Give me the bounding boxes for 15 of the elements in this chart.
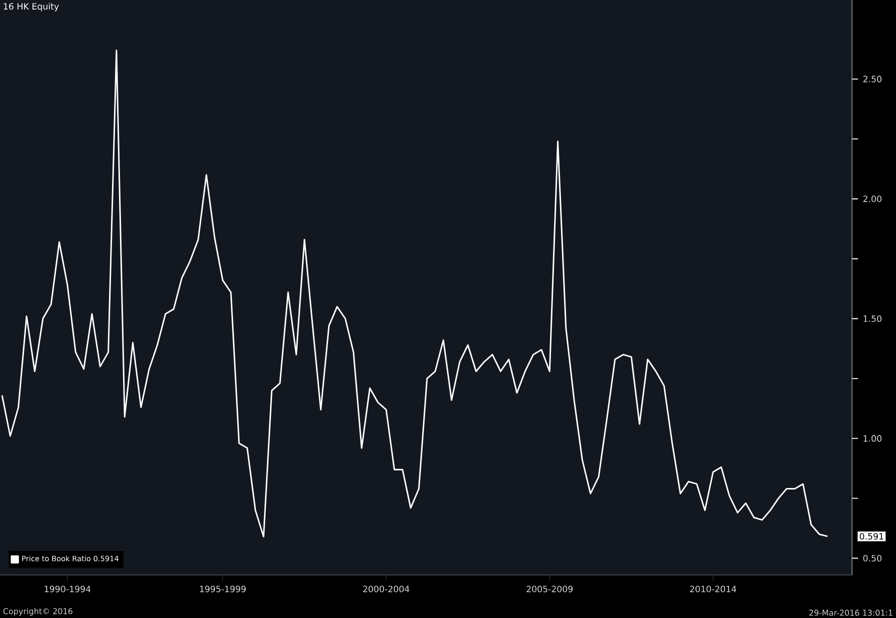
y-tick-label: 1.00	[864, 435, 882, 442]
line-series	[1, 50, 828, 538]
x-tick-label: 1995-1999	[200, 586, 246, 592]
x-tick-label: 2010-2014	[690, 586, 736, 592]
x-tick-label: 2005-2009	[526, 586, 573, 592]
text: 0.591	[860, 533, 884, 540]
text: 29-Mar-2016 13:01:1	[809, 610, 892, 616]
y-tick-label: 2.50	[863, 76, 882, 82]
y-tick-label: 1.50	[864, 315, 882, 322]
x-tick-label: 1990-1994	[44, 586, 91, 592]
y-tick-label: 2.00	[863, 196, 882, 202]
chart-title: 16 HK Equity	[4, 2, 59, 12]
y-tick-label: 0.50	[863, 554, 882, 562]
text: Copyright© 2016	[3, 608, 72, 616]
x-tick-label: 2000-2004	[363, 586, 410, 592]
